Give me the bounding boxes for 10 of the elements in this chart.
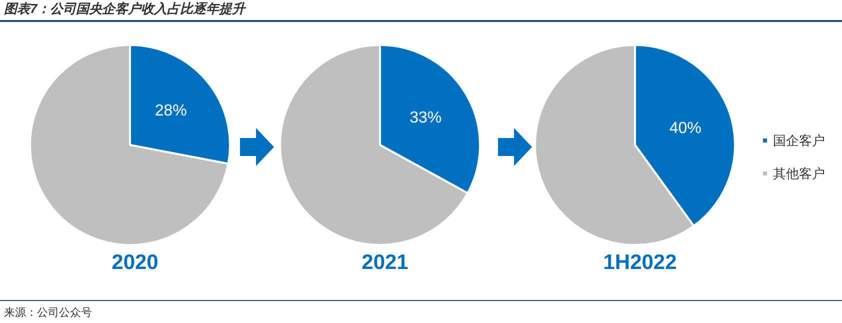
text: 1H2022 bbox=[603, 251, 677, 274]
data-label: 28% bbox=[154, 102, 187, 120]
source-note: 来源：公司公众号 bbox=[4, 306, 92, 320]
legend-label: 国企客户 bbox=[773, 133, 825, 148]
data-label: 40% bbox=[669, 120, 702, 138]
chart-title: 图表7：公司国央企客户收入占比逐年提升 bbox=[4, 0, 246, 18]
legend-label: 其他客户 bbox=[773, 166, 825, 181]
data-label: 33% bbox=[410, 110, 442, 127]
text: 2021 bbox=[362, 251, 409, 274]
text: 2020 bbox=[112, 251, 158, 274]
